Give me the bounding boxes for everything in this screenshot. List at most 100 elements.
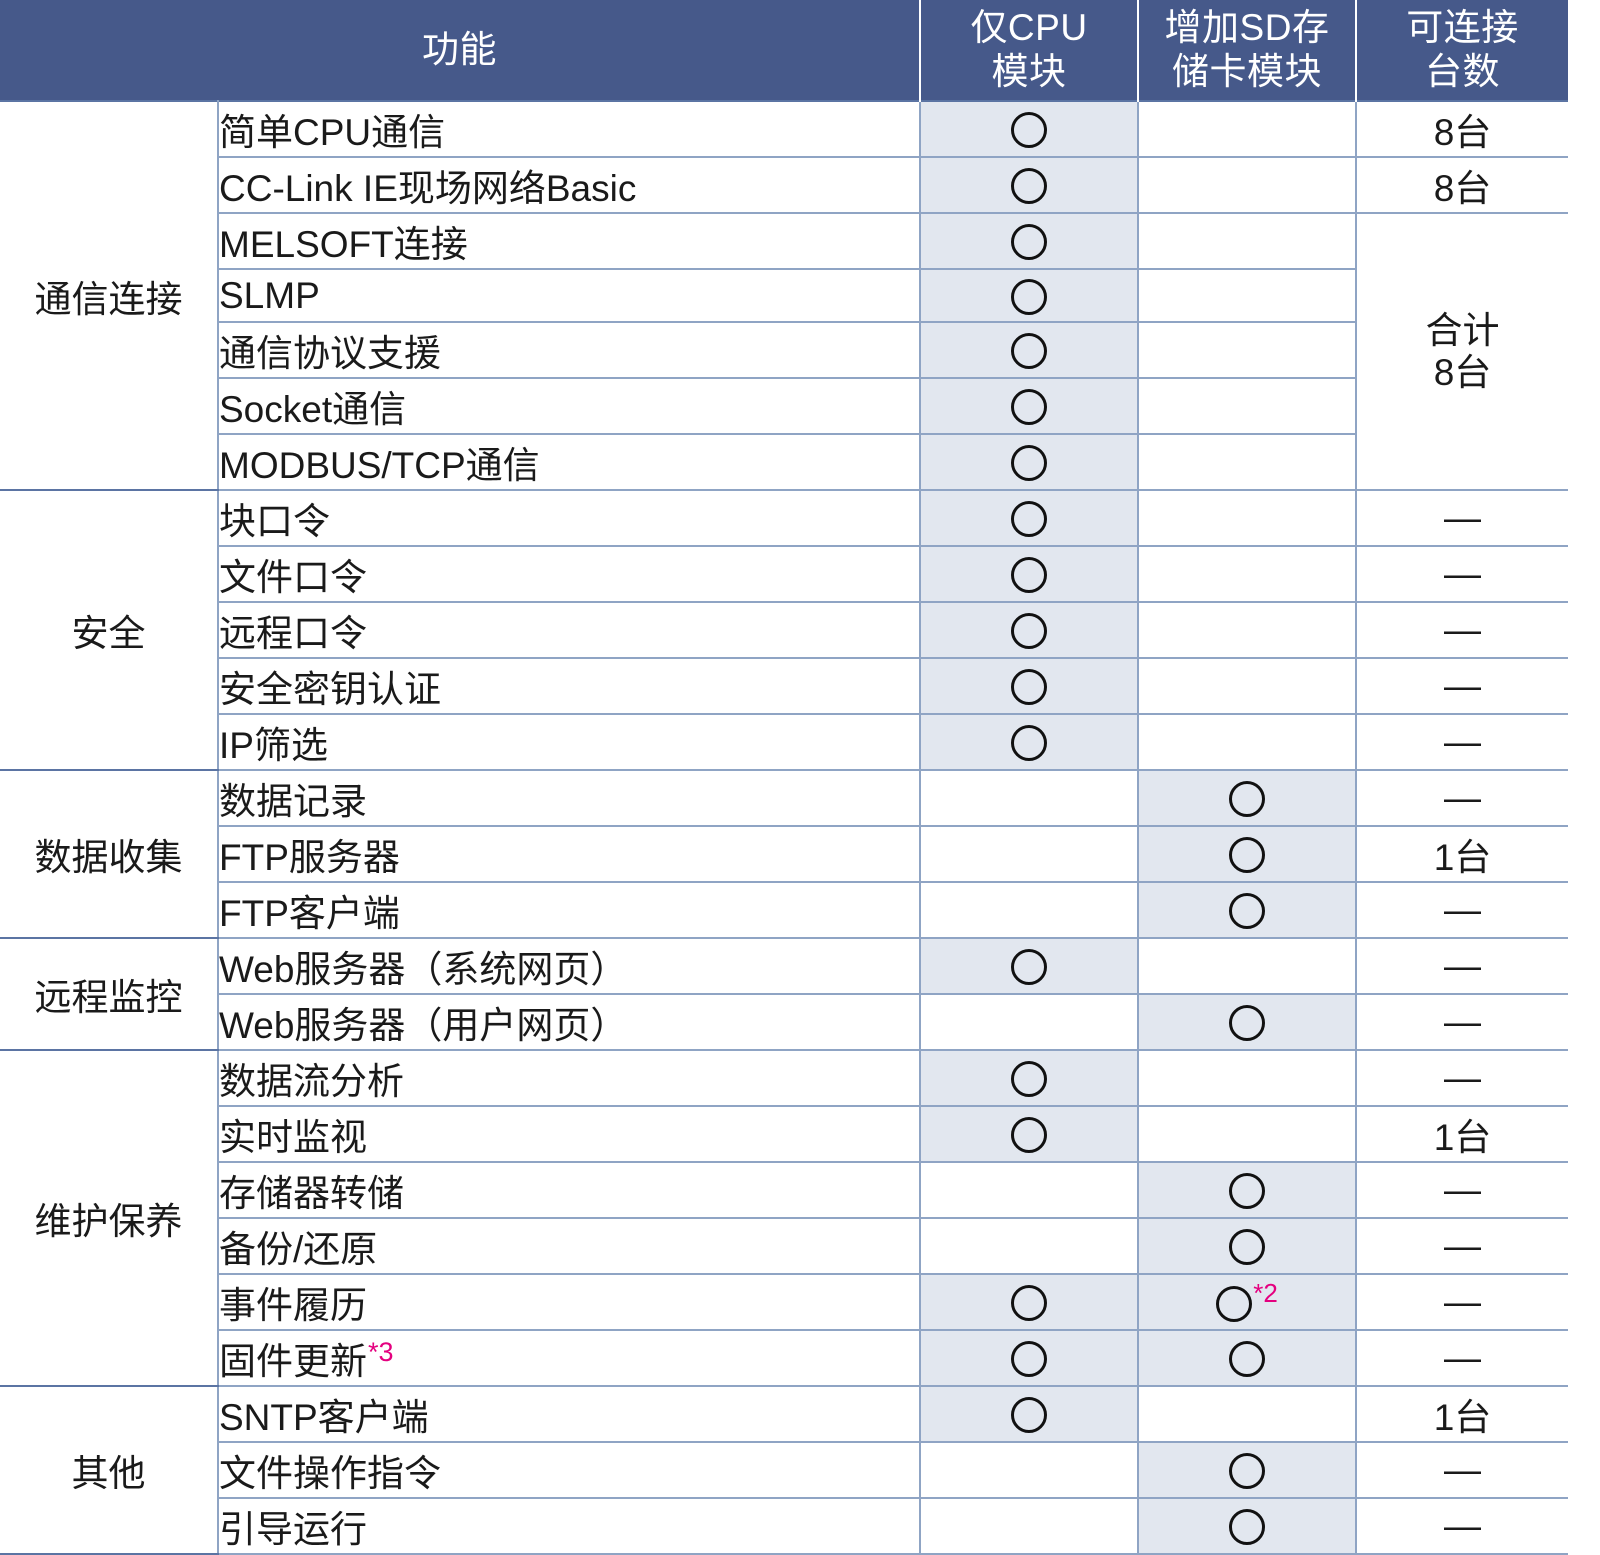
cpu-only-support-cell <box>920 1049 1139 1107</box>
table-row: IP筛选 — <box>0 714 1568 771</box>
not-applicable-dash: — <box>1444 553 1481 594</box>
not-applicable-dash: — <box>1444 1057 1481 1098</box>
cpu-only-support-cell <box>920 602 1139 659</box>
feature-name-cell: 通信协议支援 <box>218 322 921 379</box>
feature-name-cell: 数据记录 <box>218 769 921 827</box>
table-row: 事件履历 *2 — <box>0 1274 1568 1331</box>
sd-card-support-cell <box>1138 546 1357 603</box>
footnote-marker: *2 <box>1253 1277 1278 1308</box>
sd-card-support-cell <box>1138 1498 1357 1555</box>
connectable-count-cell: — <box>1356 1274 1568 1331</box>
header-feature-label: 功能 <box>422 29 497 71</box>
table-row: 维护保养 数据流分析 — <box>0 1049 1568 1387</box>
not-applicable-dash: — <box>1444 777 1481 818</box>
table-row: FTP服务器 1台 <box>0 826 1568 883</box>
sd-card-support-cell <box>1138 1106 1357 1163</box>
cpu-only-support-cell <box>920 269 1139 323</box>
connectable-count-cell: — <box>1356 1442 1568 1499</box>
cpu-only-support-cell <box>920 1385 1139 1443</box>
category-cell: 远程监控 <box>0 937 219 1051</box>
sd-card-support-cell <box>1138 322 1357 379</box>
circle-mark-icon <box>1011 613 1047 650</box>
connectable-count-cell: — <box>1356 1330 1568 1387</box>
table-row: 数据收集 数据记录 — <box>0 769 1568 939</box>
connectable-count-cell: 合计 8台 <box>1356 213 1568 491</box>
circle-mark-icon <box>1011 1117 1047 1154</box>
table-row: MELSOFT连接 合计 8台 <box>0 213 1568 491</box>
footnote-marker: *3 <box>368 1336 394 1367</box>
not-applicable-dash: — <box>1444 1337 1481 1378</box>
not-applicable-dash: — <box>1444 497 1481 538</box>
sd-card-support-cell <box>1138 378 1357 435</box>
circle-mark-icon <box>1011 112 1047 149</box>
category-cell: 通信连接 <box>0 100 219 491</box>
connectable-count-cell: — <box>1356 882 1568 939</box>
table-row: Socket通信 <box>0 378 1568 435</box>
not-applicable-dash: — <box>1444 665 1481 706</box>
table-row: 固件更新*3 — <box>0 1330 1568 1387</box>
sd-card-support-cell <box>1138 1049 1357 1107</box>
circle-mark-icon <box>1011 224 1047 261</box>
circle-mark-icon <box>1011 278 1047 315</box>
circle-mark-icon <box>1011 389 1047 426</box>
cpu-only-support-cell <box>920 213 1139 270</box>
sd-card-support-cell <box>1138 434 1357 491</box>
connectable-count-cell: — <box>1356 489 1568 547</box>
table-row: 其他 SNTP客户端 1台 <box>0 1385 1568 1555</box>
feature-name-cell: Socket通信 <box>218 378 921 435</box>
circle-mark-icon <box>1229 1509 1265 1546</box>
connectable-count-cell: — <box>1356 546 1568 603</box>
sd-card-support-cell <box>1138 658 1357 715</box>
circle-mark-icon <box>1011 669 1047 706</box>
sd-card-support-cell <box>1138 602 1357 659</box>
sd-card-support-cell <box>1138 100 1357 158</box>
connectable-count-cell: — <box>1356 937 1568 995</box>
cpu-only-support-cell <box>920 769 1139 827</box>
connectable-count-cell: — <box>1356 1049 1568 1107</box>
feature-name-cell: FTP服务器 <box>218 826 921 883</box>
table-row: SLMP <box>0 269 1568 323</box>
feature-name-cell: Web服务器（系统网页） <box>218 937 921 995</box>
feature-name-cell: 存储器转储 <box>218 1162 921 1219</box>
header-sd-card: 增加SD存 储卡模块 <box>1138 0 1357 101</box>
sd-card-support-cell <box>1138 882 1357 939</box>
circle-mark-icon <box>1011 1341 1047 1378</box>
table-body: 通信连接 简单CPU通信 8台 CC-Link IE现场网络Basic 8台 MELSOF… <box>0 100 1568 1555</box>
sd-card-support-cell <box>1138 213 1357 270</box>
feature-name-cell: 数据流分析 <box>218 1049 921 1107</box>
category-cell: 数据收集 <box>0 769 219 939</box>
connectable-count-cell: — <box>1356 994 1568 1051</box>
sd-card-support-cell <box>1138 714 1357 771</box>
circle-mark-icon <box>1011 168 1047 205</box>
not-applicable-dash: — <box>1444 721 1481 762</box>
connectable-count-cell: 8台 <box>1356 100 1568 158</box>
feature-name-cell: 引导运行 <box>218 1498 921 1555</box>
feature-name-cell: 简单CPU通信 <box>218 100 921 158</box>
table-row: 文件口令 — <box>0 546 1568 603</box>
connectable-count-cell: — <box>1356 602 1568 659</box>
not-applicable-dash: — <box>1444 1169 1481 1210</box>
cpu-only-support-cell <box>920 1498 1139 1555</box>
cpu-only-support-cell <box>920 322 1139 379</box>
connectable-count-line2: 8台 <box>1433 351 1492 393</box>
table-row: 文件操作指令 — <box>0 1442 1568 1499</box>
circle-mark-icon <box>1011 445 1047 482</box>
table-row: 引导运行 — <box>0 1498 1568 1555</box>
circle-mark-icon <box>1011 333 1047 370</box>
sd-card-support-cell: *2 <box>1138 1274 1357 1331</box>
feature-name-cell: SNTP客户端 <box>218 1385 921 1443</box>
cpu-only-support-cell <box>920 1218 1139 1275</box>
circle-mark-icon <box>1229 837 1265 874</box>
not-applicable-dash: — <box>1444 609 1481 650</box>
table-row: 备份/还原 — <box>0 1218 1568 1275</box>
category-cell: 安全 <box>0 489 219 771</box>
feature-name-cell: 实时监视 <box>218 1106 921 1163</box>
connectable-count-cell: 1台 <box>1356 826 1568 883</box>
cpu-only-support-cell <box>920 1106 1139 1163</box>
connectable-count-cell: — <box>1356 658 1568 715</box>
cpu-only-support-cell <box>920 1274 1139 1331</box>
sd-card-support-cell <box>1138 489 1357 547</box>
not-applicable-dash: — <box>1444 1001 1481 1042</box>
cpu-only-support-cell <box>920 882 1139 939</box>
